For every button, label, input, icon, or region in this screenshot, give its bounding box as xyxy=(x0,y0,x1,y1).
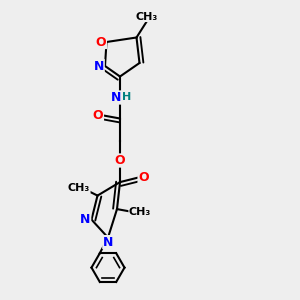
Text: CH₃: CH₃ xyxy=(68,183,90,193)
Text: O: O xyxy=(115,154,125,167)
Text: O: O xyxy=(96,35,106,49)
Text: CH₃: CH₃ xyxy=(129,207,151,217)
Text: N: N xyxy=(103,236,113,249)
Text: H: H xyxy=(122,92,131,103)
Text: N: N xyxy=(111,91,122,104)
Text: N: N xyxy=(80,213,91,226)
Text: O: O xyxy=(138,171,149,184)
Text: CH₃: CH₃ xyxy=(136,11,158,22)
Text: O: O xyxy=(93,109,104,122)
Text: N: N xyxy=(94,59,104,73)
